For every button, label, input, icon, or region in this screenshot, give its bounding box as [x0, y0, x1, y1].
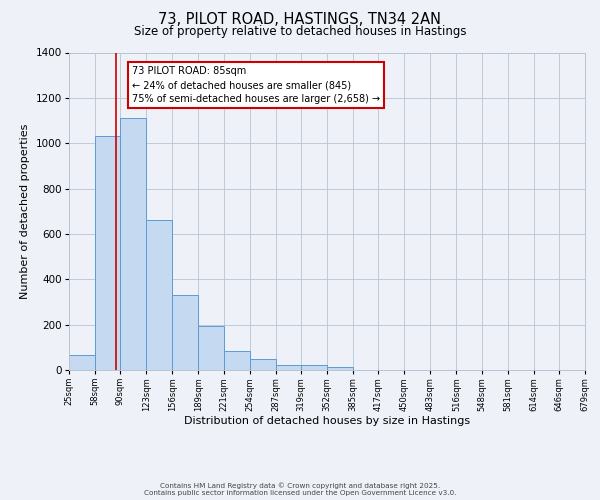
- Bar: [224, 350, 250, 370]
- Bar: [146, 220, 172, 370]
- Bar: [95, 136, 120, 370]
- Bar: [199, 326, 224, 370]
- Text: 73 PILOT ROAD: 85sqm
← 24% of detached houses are smaller (845)
75% of semi-deta: 73 PILOT ROAD: 85sqm ← 24% of detached h…: [132, 66, 380, 104]
- Text: Contains HM Land Registry data © Crown copyright and database right 2025.: Contains HM Land Registry data © Crown c…: [160, 482, 440, 489]
- Text: Size of property relative to detached houses in Hastings: Size of property relative to detached ho…: [134, 25, 466, 38]
- Bar: [172, 295, 199, 370]
- Text: 73, PILOT ROAD, HASTINGS, TN34 2AN: 73, PILOT ROAD, HASTINGS, TN34 2AN: [158, 12, 442, 28]
- Text: Contains public sector information licensed under the Open Government Licence v3: Contains public sector information licen…: [144, 490, 456, 496]
- Bar: [301, 365, 327, 370]
- X-axis label: Distribution of detached houses by size in Hastings: Distribution of detached houses by size …: [184, 416, 470, 426]
- Bar: [327, 366, 353, 370]
- Bar: [120, 118, 146, 370]
- Bar: [276, 365, 301, 370]
- Y-axis label: Number of detached properties: Number of detached properties: [20, 124, 30, 299]
- Bar: [69, 356, 95, 370]
- Bar: [250, 359, 276, 370]
